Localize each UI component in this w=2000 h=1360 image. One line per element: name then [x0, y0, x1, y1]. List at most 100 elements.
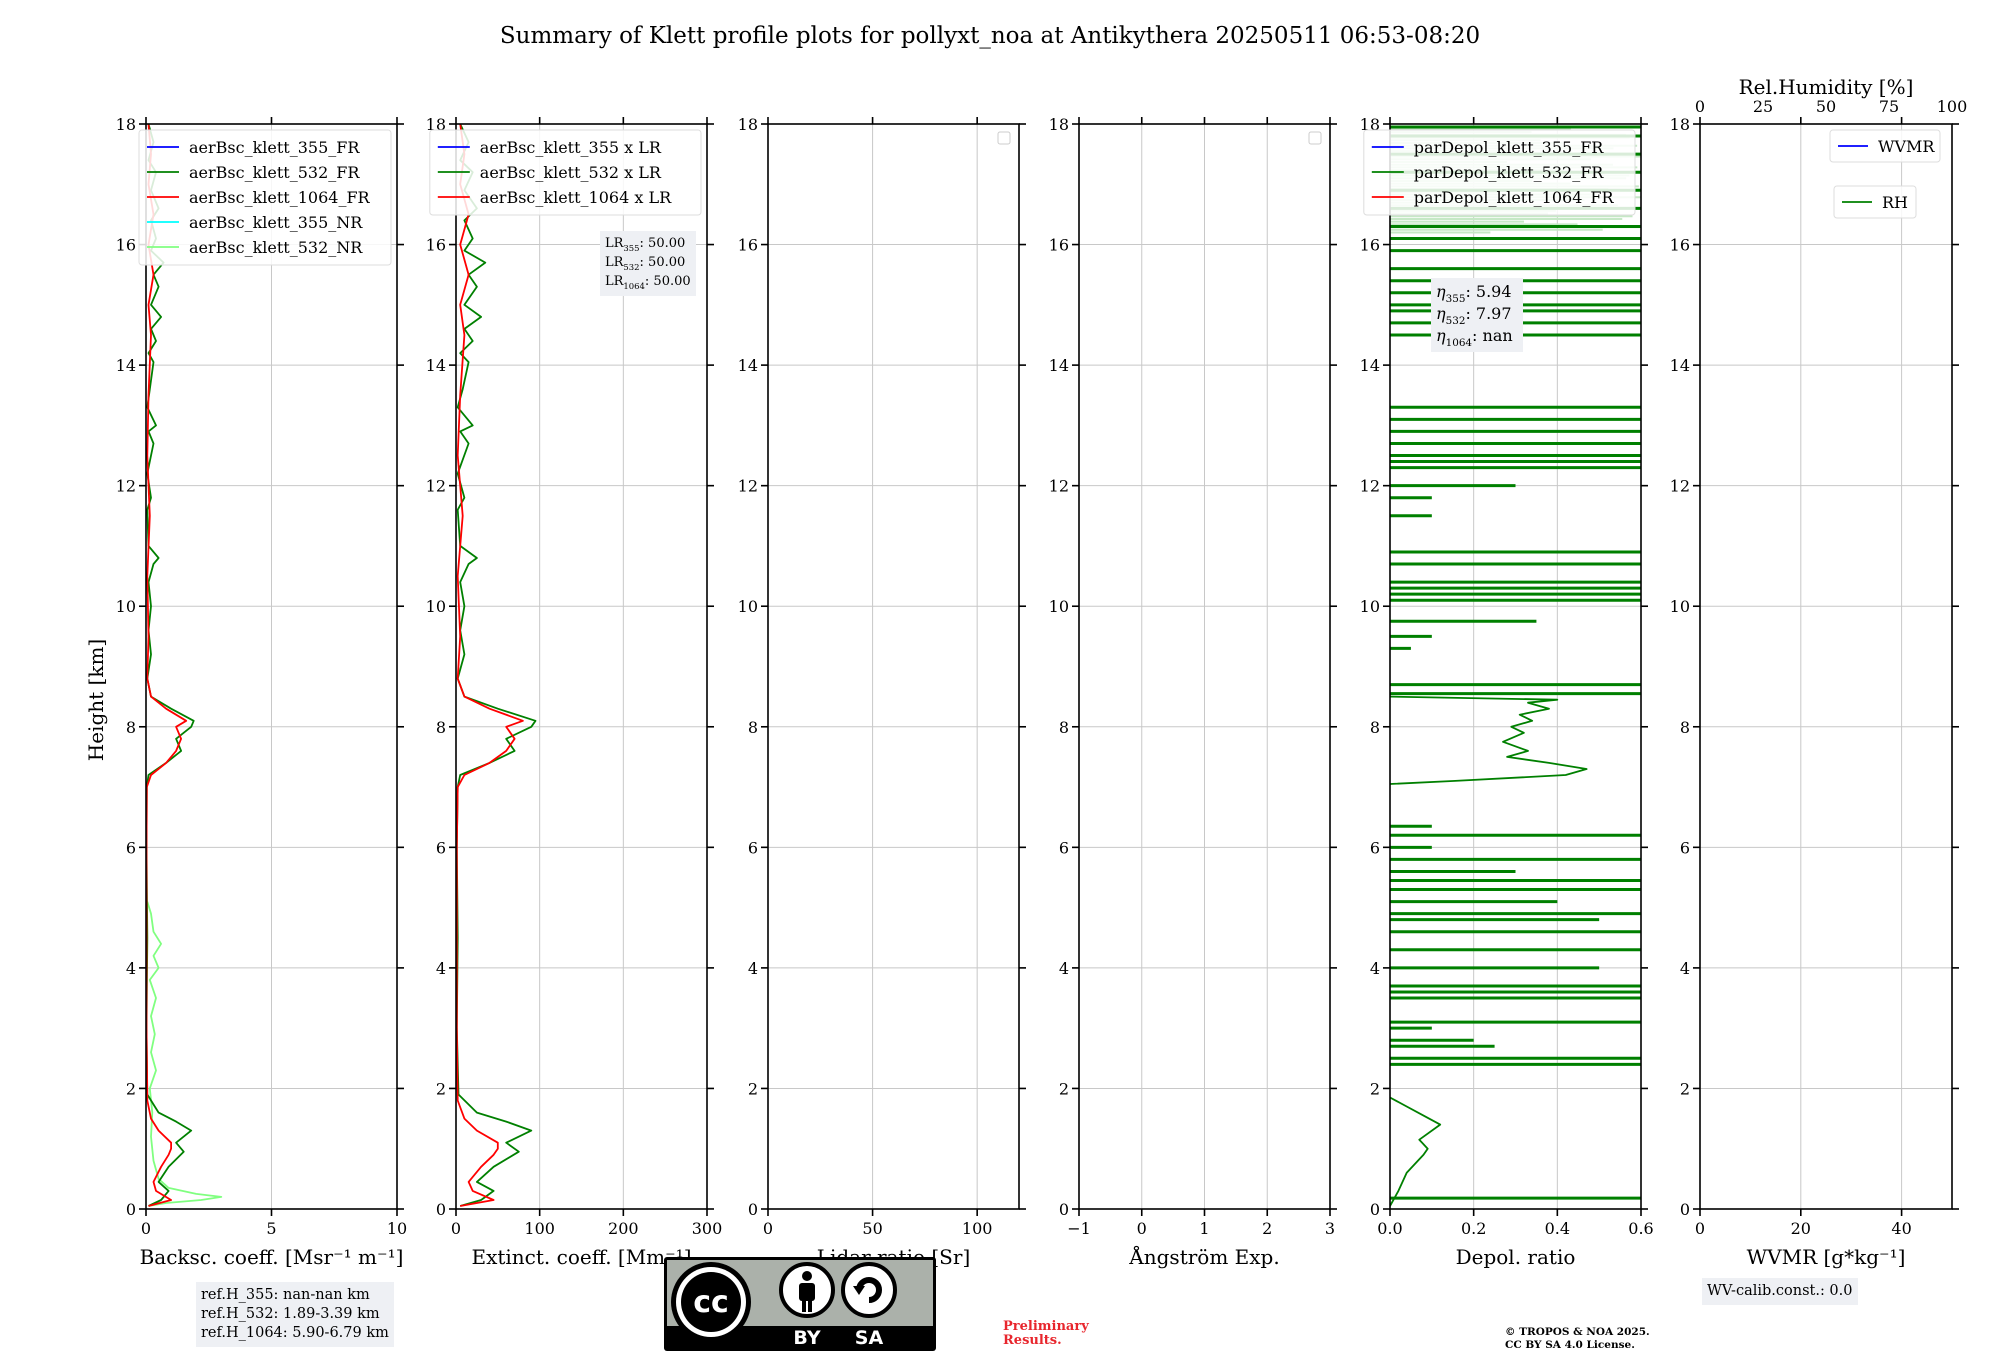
- badge-by-label: BY: [793, 1327, 820, 1349]
- attribution-person-icon: [779, 1262, 835, 1318]
- y-tick-label: 2: [1370, 1079, 1380, 1098]
- legend-box-wvmr: [1829, 129, 1941, 163]
- series-line: [146, 901, 223, 1207]
- x-axis-label: Extinct. coeff. [Mm⁻¹]: [471, 1245, 691, 1269]
- y-tick-label: 16: [1670, 236, 1690, 255]
- y-tick-label: 14: [116, 356, 136, 375]
- legend-box: [429, 129, 702, 216]
- y-tick-label: 0: [1680, 1200, 1690, 1219]
- y-tick-label: 6: [748, 838, 758, 857]
- y-tick-label: 4: [436, 959, 446, 978]
- legend-label: parDepol_klett_532_FR: [1414, 163, 1605, 182]
- x-tick-label: 300: [692, 1219, 723, 1238]
- y-tick-label: 2: [126, 1079, 136, 1098]
- legend-label: aerBsc_klett_532 x LR: [480, 163, 662, 182]
- y-tick-label: 0: [1370, 1200, 1380, 1219]
- panel-depol: 0 2 4 6 8 10 12 14 16 18 0.0 0.2 0.4 0.6 Depol. ratio p…: [1360, 115, 1654, 1269]
- legend-box: [138, 129, 392, 266]
- ref-height-532: ref.H_532: 1.89-3.39 km: [201, 1306, 380, 1322]
- annotation-bg: [1431, 278, 1523, 352]
- legend-label: RH: [1882, 193, 1908, 212]
- x-tick-label: 200: [608, 1219, 639, 1238]
- y-tick-label: 0: [1059, 1200, 1069, 1219]
- x-tick-label: 0: [141, 1219, 151, 1238]
- axes-frame: [1078, 123, 1331, 1210]
- legend-label: aerBsc_klett_532_FR: [189, 163, 360, 182]
- series-line: [146, 124, 188, 1207]
- x-tick-label: 2: [1262, 1219, 1272, 1238]
- y-tick-label: 14: [426, 356, 446, 375]
- y-tick-label: 10: [426, 597, 446, 616]
- top-axis-label: Rel.Humidity [%]: [1739, 75, 1914, 99]
- legend-label: aerBsc_klett_1064 x LR: [480, 188, 672, 207]
- y-tick-label: 12: [426, 477, 446, 496]
- series-line: [1390, 695, 1588, 785]
- annotation-text: η355: 5.94: [1436, 282, 1512, 305]
- svg-text:cc: cc: [693, 1285, 729, 1320]
- x-tick-label: 0: [1695, 1219, 1705, 1238]
- y-tick-label: 6: [436, 838, 446, 857]
- annotation-text: LR355: 50.00: [605, 236, 685, 253]
- ref-height-355: ref.H_355: nan-nan km: [201, 1287, 370, 1303]
- data-layer: [146, 124, 223, 1207]
- x-tick-label: 100: [962, 1219, 993, 1238]
- legend-label: aerBsc_klett_355 x LR: [480, 138, 662, 157]
- y-tick-label: 18: [116, 115, 136, 134]
- y-axis-label: Height [km]: [84, 639, 108, 761]
- y-tick-label: 18: [1670, 115, 1690, 134]
- y-tick-label: 4: [1059, 959, 1069, 978]
- x-tick-label: 0: [451, 1219, 461, 1238]
- y-tick-label: 16: [1049, 236, 1069, 255]
- x-tick-label: 0.2: [1461, 1219, 1486, 1238]
- y-tick-label: 18: [1360, 115, 1380, 134]
- y-tick-label: 2: [748, 1079, 758, 1098]
- legend-label: aerBsc_klett_1064_FR: [189, 188, 371, 207]
- axes-frame: [767, 123, 1020, 1210]
- share-alike-icon: [841, 1262, 897, 1318]
- y-tick-label: 14: [1670, 356, 1690, 375]
- y-tick-label: 12: [738, 477, 758, 496]
- x-tick-label: 40: [1891, 1219, 1911, 1238]
- y-tick-label: 8: [1059, 718, 1069, 737]
- x-axis-label: Backsc. coeff. [Msr⁻¹ m⁻¹]: [140, 1245, 404, 1269]
- y-tick-label: 16: [1360, 236, 1380, 255]
- x-tick-label: 20: [1791, 1219, 1811, 1238]
- y-tick-label: 8: [436, 718, 446, 737]
- x-axis-label: WVMR [g*kg⁻¹]: [1747, 1245, 1906, 1269]
- legend-label: parDepol_klett_1064_FR: [1414, 188, 1615, 207]
- legend-label: aerBsc_klett_532_NR: [189, 238, 363, 257]
- series-line: [1390, 1096, 1442, 1207]
- x-tick-label: 100: [524, 1219, 555, 1238]
- annotation-text: η1064: nan: [1436, 326, 1513, 349]
- y-tick-label: 6: [1680, 838, 1690, 857]
- y-tick-label: 10: [1049, 597, 1069, 616]
- x-tick-label: 0.4: [1545, 1219, 1570, 1238]
- empty-legend-box: [1308, 131, 1322, 145]
- y-tick-label: 2: [1680, 1079, 1690, 1098]
- y-tick-label: 2: [436, 1079, 446, 1098]
- series-line: [456, 124, 537, 1207]
- ref-height-1064: ref.H_1064: 5.90-6.79 km: [201, 1325, 389, 1341]
- y-tick-label: 8: [1370, 718, 1380, 737]
- annotation-bg: [600, 231, 696, 296]
- y-tick-label: 10: [116, 597, 136, 616]
- axes-frame: [1699, 123, 1953, 1210]
- panel-water_vapor: 0 2 4 6 8 10 12 14 16 18 0 20 40 0 25 50 75 100 Rel.Humidi…: [1670, 75, 1968, 1269]
- top-tick-label: 0: [1695, 97, 1705, 116]
- legend-label: aerBsc_klett_355_NR: [189, 213, 363, 232]
- y-tick-label: 8: [126, 718, 136, 737]
- y-tick-label: 10: [1670, 597, 1690, 616]
- series-line: [456, 124, 524, 1207]
- y-tick-label: 14: [1360, 356, 1380, 375]
- top-tick-label: 100: [1937, 97, 1968, 116]
- panel-backscatter: 0 2 4 6 8 10 12 14 16 18 0 5 10 Backsc. coeff. [Msr⁻¹…: [116, 115, 408, 1269]
- x-tick-label: 0.0: [1377, 1219, 1402, 1238]
- y-tick-label: 0: [436, 1200, 446, 1219]
- x-tick-label: 0: [1137, 1219, 1147, 1238]
- y-tick-label: 6: [1370, 838, 1380, 857]
- lidar-ratio-annotation: LR355: 50.00 LR532: 50.00 LR1064: 50.00: [600, 231, 696, 296]
- y-tick-label: 10: [738, 597, 758, 616]
